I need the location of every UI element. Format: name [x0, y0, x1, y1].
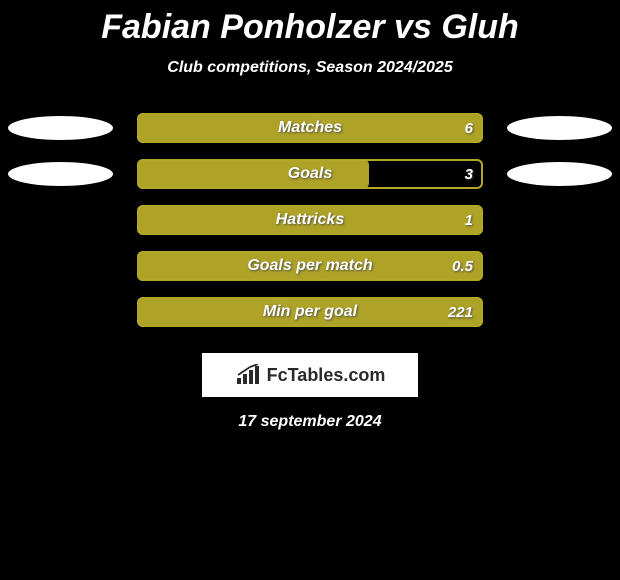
stat-label: Matches	[137, 113, 483, 143]
stat-row: Hattricks1	[0, 197, 620, 243]
chart-icon	[235, 364, 261, 386]
player-right-marker	[507, 116, 612, 140]
stat-bar: Matches6	[137, 113, 483, 143]
stat-bar: Hattricks1	[137, 205, 483, 235]
stat-row: Goals3	[0, 151, 620, 197]
stat-value: 6	[465, 113, 473, 143]
logo-text: FcTables.com	[267, 365, 386, 386]
stat-row: Goals per match0.5	[0, 243, 620, 289]
stat-bar: Goals3	[137, 159, 483, 189]
stat-label: Goals	[137, 159, 483, 189]
stat-label: Goals per match	[137, 251, 483, 281]
stat-value: 0.5	[452, 251, 473, 281]
stat-bar: Min per goal221	[137, 297, 483, 327]
player-right-marker	[507, 162, 612, 186]
player-left-marker	[8, 162, 113, 186]
stat-value: 221	[448, 297, 473, 327]
page-subtitle: Club competitions, Season 2024/2025	[0, 59, 620, 77]
stat-label: Hattricks	[137, 205, 483, 235]
player-left-marker	[8, 116, 113, 140]
comparison-chart: Matches6 Goals3 Hattricks1 Goals per match0…	[0, 105, 620, 335]
stat-value: 1	[465, 205, 473, 235]
stat-row: Matches6	[0, 105, 620, 151]
stat-label: Min per goal	[137, 297, 483, 327]
stat-bar: Goals per match0.5	[137, 251, 483, 281]
stat-value: 3	[465, 159, 473, 189]
date-label: 17 september 2024	[0, 413, 620, 431]
page-title: Fabian Ponholzer vs Gluh	[0, 0, 620, 47]
logo-badge: FcTables.com	[202, 353, 418, 397]
stat-row: Min per goal221	[0, 289, 620, 335]
